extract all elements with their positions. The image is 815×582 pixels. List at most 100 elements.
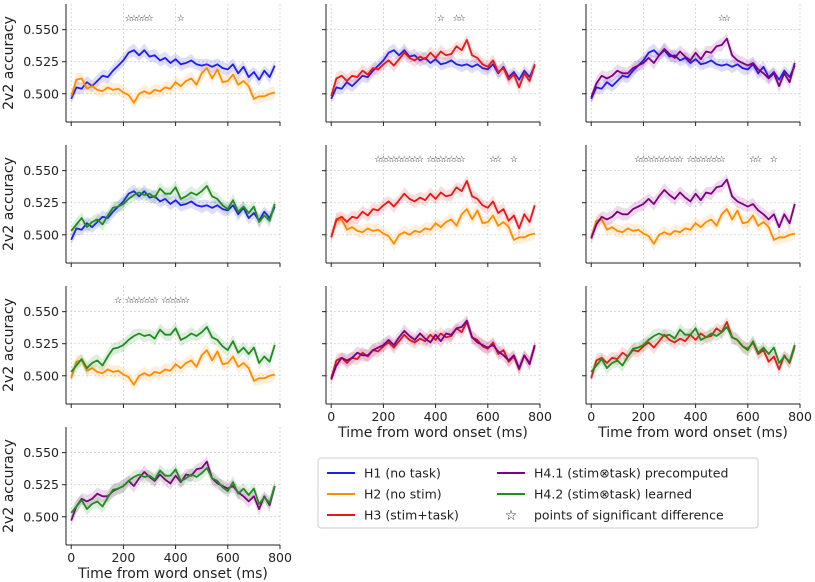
significance-star: ☆ bbox=[172, 296, 180, 306]
series-line-H41 bbox=[590, 178, 796, 239]
panel-r2c1: 0.500 0.525 0.550 2v2 accuracy bbox=[1, 145, 281, 267]
x-tick-label: 800 bbox=[268, 550, 292, 565]
x-tick-label: 800 bbox=[528, 409, 552, 424]
significance-star: ☆ bbox=[411, 155, 419, 165]
x-tick-label: 200 bbox=[111, 550, 135, 565]
legend-label-H3: H3 (stim+task) bbox=[364, 508, 459, 523]
significance-star: ☆ bbox=[634, 155, 642, 165]
y-axis-label: 2v2 accuracy bbox=[1, 16, 17, 110]
significance-star: ☆ bbox=[130, 296, 138, 306]
x-axis-label: Time from word onset (ms) bbox=[337, 425, 528, 441]
significance-star: ☆ bbox=[697, 155, 705, 165]
panel-r2c3: ☆☆☆☆☆☆☆☆☆ ☆☆☆☆☆☆☆ ☆☆ ☆ bbox=[582, 145, 801, 267]
series-line-H41 bbox=[70, 460, 276, 521]
significance-star: ☆ bbox=[177, 296, 185, 306]
significance-star: ☆ bbox=[432, 155, 440, 165]
series-line-H42 bbox=[70, 185, 276, 232]
significance-star: ☆ bbox=[442, 155, 450, 165]
significance-star: ☆ bbox=[458, 155, 466, 165]
series-line-H41 bbox=[590, 37, 796, 98]
x-tick-label: 400 bbox=[424, 409, 448, 424]
significance-star: ☆ bbox=[135, 296, 143, 306]
significance-star: ☆ bbox=[510, 155, 518, 165]
significance-star: ☆ bbox=[458, 14, 466, 24]
x-axis-label: Time from word onset (ms) bbox=[597, 425, 788, 441]
legend-star-icon: ☆ bbox=[505, 508, 518, 524]
x-tick-label: 600 bbox=[736, 409, 760, 424]
x-axis-label: Time from word onset (ms) bbox=[77, 566, 268, 582]
significance-star: ☆ bbox=[177, 14, 185, 24]
significance-star: ☆ bbox=[395, 155, 403, 165]
significance-star: ☆ bbox=[385, 155, 393, 165]
ci-band-H1 bbox=[71, 43, 275, 104]
legend-label-H42: H4.2 (stim⊗task) learned bbox=[534, 487, 692, 502]
significance-star: ☆ bbox=[650, 155, 658, 165]
series-line-H3 bbox=[330, 39, 536, 97]
significance-star: ☆ bbox=[405, 155, 413, 165]
ci-band-H1 bbox=[331, 43, 535, 104]
ci-band-H3 bbox=[331, 34, 535, 102]
legend-label-H41: H4.1 (stim⊗task) precomputed bbox=[534, 466, 728, 481]
significance-star: ☆ bbox=[671, 155, 679, 165]
series-line-H42 bbox=[70, 467, 276, 514]
series-line-H42 bbox=[590, 326, 796, 373]
significance-star: ☆ bbox=[489, 155, 497, 165]
x-tick-label: 200 bbox=[371, 409, 395, 424]
series-line-H3 bbox=[590, 320, 796, 379]
y-axis-label: 2v2 accuracy bbox=[1, 157, 17, 251]
ci-band-H1 bbox=[591, 43, 795, 104]
significance-star: ☆ bbox=[125, 296, 133, 306]
significance-star: ☆ bbox=[452, 14, 460, 24]
significance-star: ☆ bbox=[665, 155, 673, 165]
significance-star: ☆ bbox=[374, 155, 382, 165]
significance-star: ☆ bbox=[718, 155, 726, 165]
significance-star: ☆ bbox=[416, 155, 424, 165]
x-tick-label: 200 bbox=[631, 409, 655, 424]
significance-star: ☆ bbox=[130, 14, 138, 24]
significance-star: ☆ bbox=[686, 155, 694, 165]
x-tick-label: 800 bbox=[788, 409, 812, 424]
x-tick-label: 400 bbox=[684, 409, 708, 424]
significance-star: ☆ bbox=[125, 14, 133, 24]
y-axis-label: 2v2 accuracy bbox=[1, 298, 17, 392]
panel-r1c3: ☆☆ bbox=[582, 4, 801, 126]
significance-star: ☆ bbox=[379, 155, 387, 165]
ci-band-H1 bbox=[71, 184, 275, 245]
series-line-H1 bbox=[70, 49, 276, 100]
y-tick-label: 0.525 bbox=[23, 195, 59, 210]
legend-label-H2: H2 (no stim) bbox=[364, 487, 442, 502]
significance-star: ☆ bbox=[645, 155, 653, 165]
significance-star: ☆ bbox=[437, 14, 445, 24]
x-tick-label: 600 bbox=[216, 550, 240, 565]
panel-r1c2: ☆ ☆☆ bbox=[322, 4, 541, 126]
series-line-H41 bbox=[330, 319, 536, 380]
y-tick-label: 0.525 bbox=[23, 336, 59, 351]
y-tick-label: 0.550 bbox=[23, 304, 59, 319]
panel-r2c2: ☆☆☆☆☆☆☆☆☆ ☆☆☆☆☆☆☆ ☆☆ ☆ bbox=[322, 145, 541, 267]
y-tick-label: 0.550 bbox=[23, 22, 59, 37]
significance-star: ☆ bbox=[135, 14, 143, 24]
y-tick-label: 0.525 bbox=[23, 54, 59, 69]
y-tick-label: 0.500 bbox=[23, 227, 59, 242]
y-tick-label: 0.550 bbox=[23, 445, 59, 460]
significance-star: ☆ bbox=[161, 296, 169, 306]
legend-label-sig: points of significant difference bbox=[534, 508, 724, 523]
x-tick-label: 0 bbox=[67, 550, 75, 565]
series-line-H1 bbox=[70, 190, 276, 241]
x-tick-label: 400 bbox=[164, 550, 188, 565]
significance-star: ☆ bbox=[676, 155, 684, 165]
significance-star: ☆ bbox=[182, 296, 190, 306]
significance-star: ☆ bbox=[151, 296, 159, 306]
series-line-H3 bbox=[330, 179, 536, 238]
series-line-H42 bbox=[70, 326, 276, 373]
significance-star: ☆ bbox=[707, 155, 715, 165]
significance-star: ☆ bbox=[166, 296, 174, 306]
series-line-H2 bbox=[590, 208, 796, 245]
significance-star: ☆ bbox=[390, 155, 398, 165]
significance-star: ☆ bbox=[718, 14, 726, 24]
